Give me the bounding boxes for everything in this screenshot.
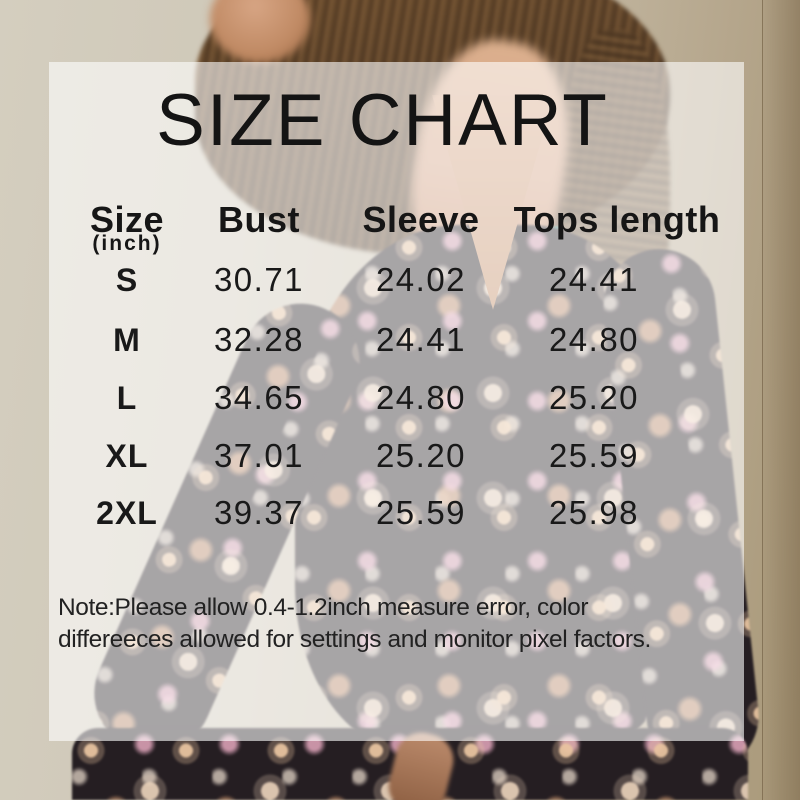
cell-tops-length: 25.20 [548,379,640,416]
cell-tops-length: 24.80 [548,321,640,358]
cell-bust: 34.65 [213,379,305,416]
cell-tops-length: 25.98 [548,494,640,531]
cell-bust: 32.28 [213,321,305,358]
cell-size: 2XL [96,495,158,531]
cell-size: M [113,322,141,358]
col-header-bust: Bust [218,199,300,240]
measure-note: Note:Please allow 0.4-1.2inch measure er… [58,592,748,656]
table-row: M 32.28 24.41 24.80 [49,318,744,362]
col-header-sleeve: Sleeve [362,199,480,240]
cell-tops-length: 24.41 [548,261,640,298]
table-row: L 34.65 24.80 25.20 [49,376,744,420]
cell-sleeve: 24.80 [375,379,467,416]
cell-size: L [116,380,138,416]
table-header-row: Size Bust Sleeve Tops length [49,198,744,242]
cell-bust: 30.71 [213,261,305,298]
size-unit-label: (inch) [92,232,162,255]
col-header-size: Size [89,199,165,240]
cell-sleeve: 24.41 [375,321,467,358]
cell-bust: 39.37 [213,494,305,531]
cell-sleeve: 25.59 [375,494,467,531]
measure-note-line-1: Note:Please allow 0.4-1.2inch measure er… [58,594,589,621]
cell-size: S [115,262,139,298]
size-chart-title: SIZE CHART [156,80,609,161]
table-row: XL 37.01 25.20 25.59 [49,434,744,478]
cell-sleeve: 25.20 [375,437,467,474]
cell-bust: 37.01 [213,437,305,474]
table-row: 2XL 39.37 25.59 25.98 [49,491,744,535]
cell-tops-length: 25.59 [548,437,640,474]
measure-note-line-2: differeeces allowed for settings and mon… [58,626,651,653]
cell-size: XL [105,438,149,474]
cell-sleeve: 24.02 [375,261,467,298]
col-header-tops-length: Tops length [513,199,721,240]
size-chart-panel: SIZE CHART Size Bust Sleeve Tops length … [49,62,744,741]
table-row: S 30.71 24.02 24.41 [49,258,744,302]
wall-shadow [762,0,800,800]
